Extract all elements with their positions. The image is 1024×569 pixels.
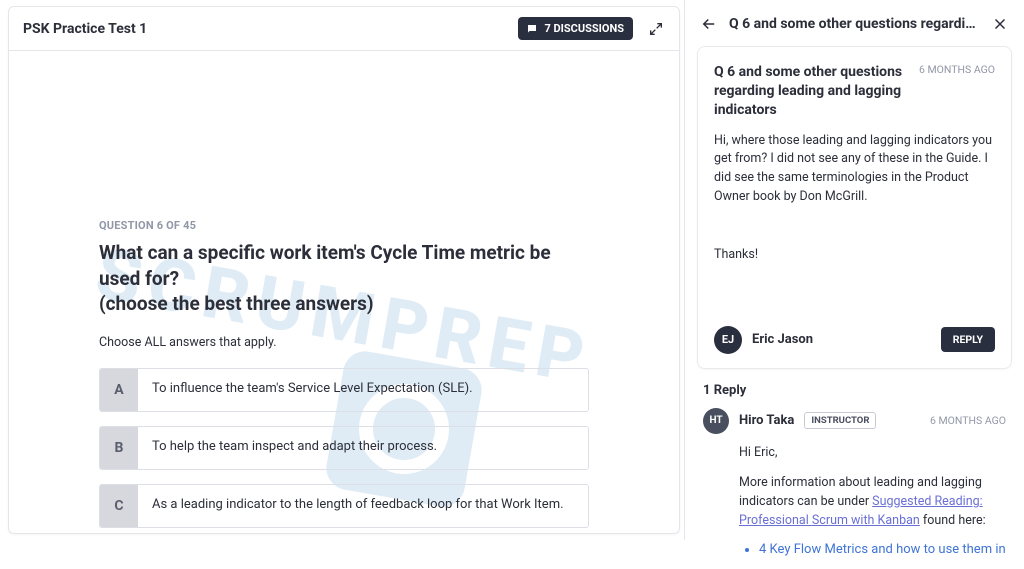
back-button[interactable]: [699, 14, 719, 34]
reply-author: Hiro Taka: [739, 413, 794, 428]
post-thanks: Thanks!: [714, 247, 995, 262]
resource-link[interactable]: 4 Key Flow Metrics and how to use them i…: [759, 541, 1006, 559]
answer-letter: B: [100, 427, 138, 469]
question-counter: QUESTION 6 OF 45: [99, 219, 589, 232]
question-title: What can a specific work item's Cycle Ti…: [99, 240, 589, 317]
answer-text: To influence the team's Service Level Ex…: [138, 369, 588, 411]
avatar: EJ: [714, 326, 742, 354]
test-title: PSK Practice Test 1: [23, 21, 518, 37]
answer-option[interactable]: C As a leading indicator to the length o…: [99, 484, 589, 528]
answer-option[interactable]: A To influence the team's Service Level …: [99, 368, 589, 412]
discussions-label: 7 DISCUSSIONS: [544, 22, 624, 35]
reply-item: HT Hiro Taka INSTRUCTOR 6 MONTHS AGO Hi …: [685, 408, 1024, 569]
reply-text: More information about leading and laggi…: [739, 474, 1006, 530]
reply-button[interactable]: REPLY: [941, 327, 995, 352]
answer-option[interactable]: B To help the team inspect and adapt the…: [99, 426, 589, 470]
close-icon: [991, 15, 1009, 33]
answer-letter: C: [100, 485, 138, 527]
close-button[interactable]: [990, 14, 1010, 34]
expand-button[interactable]: [647, 20, 665, 38]
answer-text: To help the team inspect and adapt their…: [138, 427, 588, 469]
post-title: Q 6 and some other questions regard­ing …: [714, 63, 909, 120]
arrow-left-icon: [700, 15, 718, 33]
answers-list: A To influence the team's Service Level …: [99, 368, 589, 533]
answer-text: As a leading indicator to the length of …: [138, 485, 588, 527]
chat-icon: [526, 23, 538, 35]
post-age: 6 MONTHS AGO: [919, 63, 995, 120]
quiz-panel: PSK Practice Test 1 7 DISCUSSIONS SCRUMP…: [8, 6, 680, 534]
discussion-panel: Q 6 and some other questions regarding l…: [684, 0, 1024, 540]
expand-icon: [648, 21, 664, 37]
post-body: Hi, where those leading and lagging indi…: [714, 132, 995, 207]
instructor-badge: INSTRUCTOR: [804, 412, 876, 429]
reply-age: 6 MONTHS AGO: [930, 414, 1006, 427]
reply-greeting: Hi Eric,: [739, 444, 1006, 463]
discussion-post: Q 6 and some other questions regard­ing …: [697, 46, 1012, 369]
quiz-body: SCRUMPREP QUESTION 6 OF 45 What can a sp…: [9, 51, 679, 533]
reply-body: Hi Eric, More information about leading …: [703, 444, 1006, 559]
answer-letter: A: [100, 369, 138, 411]
resource-list: 4 Key Flow Metrics and how to use them i…: [739, 541, 1006, 559]
discussion-title: Q 6 and some other questions regarding l…: [729, 16, 980, 32]
avatar: HT: [703, 408, 729, 434]
question-instruction: Choose ALL answers that apply.: [99, 335, 589, 350]
discussion-header: Q 6 and some other questions regarding l…: [685, 6, 1024, 46]
reply-count: 1 Reply: [685, 369, 1024, 408]
discussions-button[interactable]: 7 DISCUSSIONS: [518, 17, 633, 40]
quiz-header: PSK Practice Test 1 7 DISCUSSIONS: [9, 7, 679, 51]
post-author: Eric Jason: [752, 332, 931, 347]
